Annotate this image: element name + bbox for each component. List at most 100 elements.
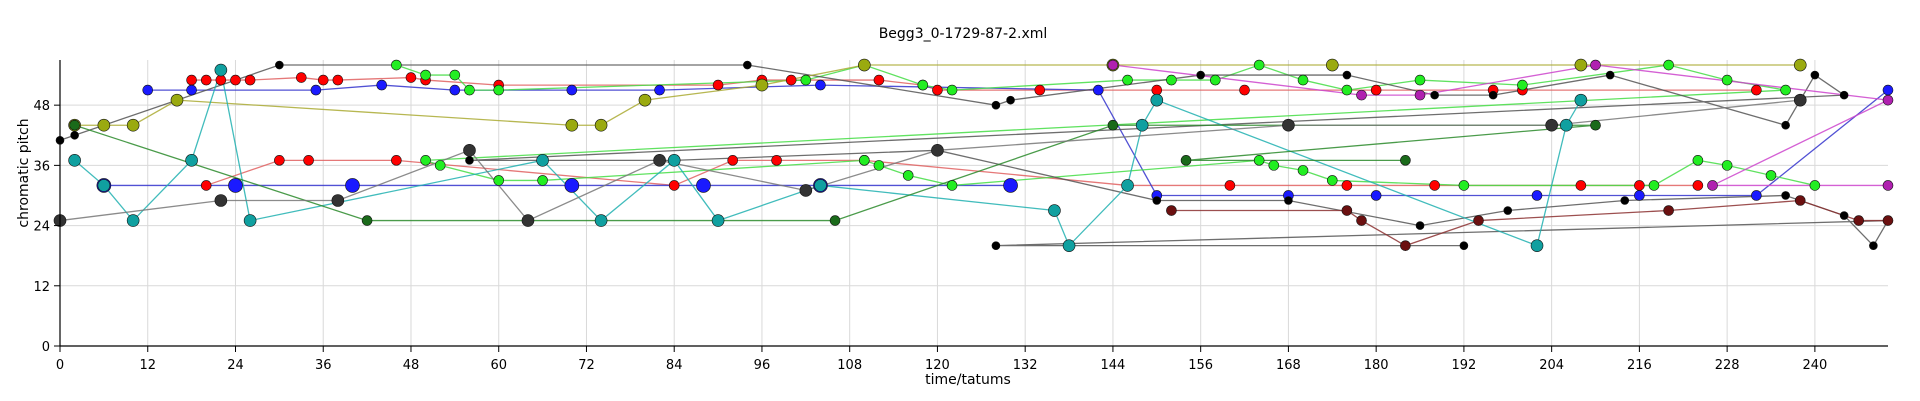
note-point — [317, 74, 329, 86]
note-point — [1809, 180, 1821, 191]
note-point — [1356, 89, 1367, 101]
note-point — [126, 214, 140, 227]
note-point — [391, 59, 402, 71]
note-point — [1575, 180, 1587, 191]
note-point — [1122, 74, 1133, 86]
note-point — [200, 74, 212, 86]
note-point — [1620, 196, 1630, 205]
x-tick-label: 132 — [1013, 358, 1038, 373]
note-point — [1545, 118, 1558, 132]
note-point — [1751, 84, 1762, 96]
note-point — [1006, 95, 1015, 105]
note-point — [594, 214, 608, 227]
note-point — [1663, 59, 1674, 71]
note-point — [1781, 191, 1790, 200]
note-point — [405, 72, 417, 83]
note-point — [931, 144, 944, 157]
note-point — [946, 180, 958, 191]
y-tick-label: 0 — [42, 340, 50, 355]
pitch-series — [396, 64, 1816, 187]
note-point — [97, 118, 111, 132]
note-point — [1590, 59, 1601, 71]
note-point — [1048, 204, 1061, 217]
note-point — [1253, 59, 1265, 71]
x-tick-label: 240 — [1802, 358, 1827, 373]
note-point — [230, 74, 241, 86]
x-tick-label: 192 — [1451, 358, 1476, 373]
x-tick-label: 96 — [754, 358, 771, 373]
note-point — [142, 84, 154, 96]
note-point — [1634, 190, 1645, 201]
note-point — [1062, 239, 1076, 252]
note-point — [332, 74, 344, 86]
pitch-series — [74, 124, 1596, 222]
note-point — [1793, 58, 1807, 72]
note-point — [361, 215, 373, 226]
data-series — [53, 58, 1894, 252]
x-tick-label: 120 — [925, 358, 950, 373]
x-tick-label: 60 — [490, 358, 507, 373]
note-point — [1869, 241, 1878, 250]
note-point — [1166, 74, 1177, 86]
note-point — [1400, 155, 1411, 166]
note-point — [493, 84, 505, 96]
note-point — [274, 155, 285, 166]
note-point — [244, 74, 256, 86]
note-point — [310, 84, 322, 96]
note-point — [755, 78, 769, 92]
note-point — [932, 84, 943, 96]
pitch-series-points — [1166, 195, 1894, 251]
note-point — [464, 84, 475, 96]
note-point — [68, 154, 81, 167]
note-point — [1531, 190, 1543, 201]
note-point — [1839, 90, 1849, 100]
note-point — [463, 144, 476, 157]
x-tick-label: 72 — [578, 358, 595, 373]
note-point — [1574, 93, 1588, 107]
note-point — [97, 179, 111, 192]
note-point — [1370, 84, 1382, 96]
note-point — [465, 156, 474, 165]
y-tick-label: 36 — [33, 159, 50, 174]
note-point — [1341, 180, 1353, 191]
note-point — [449, 69, 461, 81]
note-point — [391, 155, 402, 166]
note-point — [1853, 215, 1865, 226]
note-point — [1239, 84, 1250, 96]
x-tick-label: 48 — [403, 358, 420, 373]
y-tick-label: 24 — [33, 220, 50, 235]
note-point — [873, 74, 885, 86]
note-point — [859, 155, 870, 166]
note-point — [1559, 118, 1573, 132]
note-point — [331, 194, 345, 207]
note-point — [1459, 241, 1469, 250]
x-tick-label: 108 — [837, 358, 862, 373]
note-point — [214, 194, 228, 207]
note-point — [1882, 84, 1894, 96]
note-point — [420, 69, 431, 81]
note-point — [743, 60, 752, 70]
note-point — [1297, 74, 1309, 86]
note-point — [1430, 90, 1439, 100]
note-point — [1839, 211, 1849, 220]
note-point — [1692, 180, 1704, 191]
note-point — [1282, 118, 1295, 132]
note-point — [1810, 70, 1820, 80]
note-point — [1209, 74, 1221, 86]
note-point — [1517, 79, 1528, 91]
note-point — [1341, 205, 1353, 216]
note-point — [1034, 84, 1046, 96]
note-point — [902, 170, 914, 181]
x-tick-label: 84 — [666, 358, 683, 373]
note-point — [1473, 215, 1484, 226]
note-point — [1342, 70, 1352, 80]
note-point — [1341, 84, 1353, 96]
note-point — [858, 58, 871, 72]
pitch-series-points — [53, 93, 1807, 227]
note-point — [1150, 93, 1164, 107]
note-point — [1093, 84, 1104, 96]
note-point — [815, 79, 826, 91]
note-point — [521, 214, 535, 227]
note-point — [420, 155, 431, 166]
note-point — [785, 74, 797, 86]
